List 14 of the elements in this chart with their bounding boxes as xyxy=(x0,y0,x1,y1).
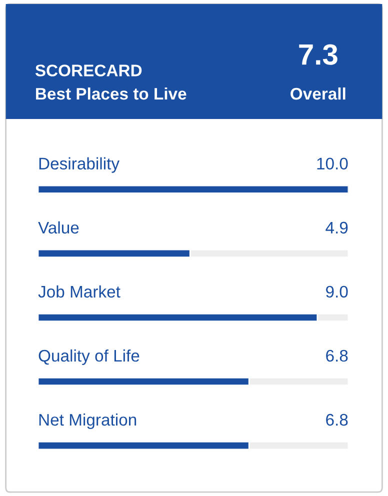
y-tick-label: Job Market xyxy=(38,285,120,298)
chart-subtitle: Best Places to Live xyxy=(36,87,186,100)
data-label: 6.8 xyxy=(326,414,348,426)
y-tick-label: Value xyxy=(38,221,79,234)
y-tick-label: Desirability xyxy=(39,157,120,173)
data-label: 9.0 xyxy=(326,286,348,298)
text: Overall xyxy=(290,87,346,100)
text: 7.3 xyxy=(299,44,338,65)
chart-title: SCORECARD xyxy=(35,64,142,76)
data-label: 10.0 xyxy=(317,158,348,170)
y-tick-label: Quality of Life xyxy=(38,349,140,365)
data-label: 6.8 xyxy=(326,350,348,362)
data-label: 4.9 xyxy=(326,222,348,234)
y-tick-label: Net Migration xyxy=(39,413,136,430)
